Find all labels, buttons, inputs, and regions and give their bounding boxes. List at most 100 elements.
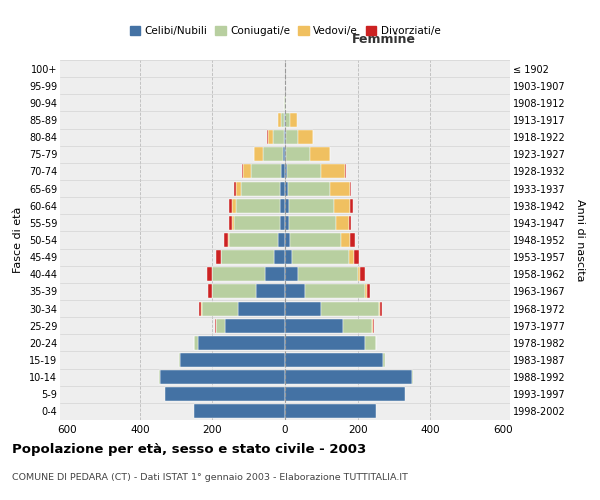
- Bar: [216, 318, 225, 332]
- Bar: [202, 302, 238, 316]
- Bar: [198, 336, 285, 350]
- Bar: [292, 250, 349, 264]
- Bar: [236, 182, 241, 196]
- Y-axis label: Fasce di età: Fasce di età: [13, 207, 23, 273]
- Bar: [373, 318, 374, 332]
- Bar: [286, 113, 290, 127]
- Bar: [379, 302, 380, 316]
- Bar: [285, 216, 289, 230]
- Bar: [285, 336, 365, 350]
- Bar: [349, 250, 354, 264]
- Bar: [354, 250, 359, 264]
- Bar: [365, 336, 376, 350]
- Bar: [358, 268, 361, 281]
- Bar: [285, 370, 412, 384]
- Bar: [251, 164, 281, 178]
- Bar: [285, 284, 305, 298]
- Bar: [165, 388, 285, 402]
- Text: Femmine: Femmine: [352, 32, 416, 46]
- Bar: [298, 268, 358, 281]
- Bar: [383, 353, 385, 367]
- Bar: [234, 182, 236, 196]
- Bar: [285, 318, 343, 332]
- Bar: [242, 164, 243, 178]
- Bar: [199, 302, 201, 316]
- Bar: [280, 216, 285, 230]
- Bar: [285, 148, 286, 162]
- Bar: [285, 182, 288, 196]
- Bar: [159, 370, 160, 384]
- Bar: [285, 353, 383, 367]
- Bar: [290, 113, 297, 127]
- Bar: [336, 216, 349, 230]
- Bar: [208, 268, 212, 281]
- Bar: [285, 388, 405, 402]
- Bar: [256, 284, 285, 298]
- Bar: [225, 318, 285, 332]
- Bar: [238, 302, 285, 316]
- Bar: [229, 233, 278, 247]
- Bar: [285, 96, 286, 110]
- Bar: [361, 268, 365, 281]
- Bar: [227, 233, 229, 247]
- Bar: [286, 148, 310, 162]
- Y-axis label: Anni di nascita: Anni di nascita: [575, 198, 585, 281]
- Bar: [285, 250, 292, 264]
- Bar: [290, 233, 341, 247]
- Bar: [243, 164, 251, 178]
- Bar: [236, 198, 280, 212]
- Bar: [350, 182, 352, 196]
- Bar: [289, 216, 336, 230]
- Bar: [345, 164, 346, 178]
- Bar: [229, 216, 232, 230]
- Bar: [234, 216, 280, 230]
- Bar: [212, 268, 265, 281]
- Bar: [274, 250, 285, 264]
- Bar: [289, 198, 334, 212]
- Bar: [367, 284, 370, 298]
- Bar: [310, 148, 329, 162]
- Bar: [285, 268, 298, 281]
- Bar: [263, 148, 283, 162]
- Bar: [273, 130, 284, 144]
- Legend: Celibi/Nubili, Coniugati/e, Vedovi/e, Divorziati/e: Celibi/Nubili, Coniugati/e, Vedovi/e, Di…: [125, 22, 445, 40]
- Bar: [217, 250, 221, 264]
- Bar: [285, 404, 376, 418]
- Bar: [280, 198, 285, 212]
- Bar: [268, 130, 273, 144]
- Bar: [341, 233, 350, 247]
- Bar: [343, 318, 372, 332]
- Bar: [280, 182, 285, 196]
- Bar: [349, 216, 352, 230]
- Bar: [321, 302, 379, 316]
- Bar: [365, 284, 367, 298]
- Bar: [232, 198, 236, 212]
- Bar: [329, 182, 350, 196]
- Bar: [298, 130, 313, 144]
- Bar: [254, 148, 263, 162]
- Bar: [321, 164, 345, 178]
- Bar: [180, 353, 285, 367]
- Bar: [278, 233, 285, 247]
- Bar: [329, 148, 331, 162]
- Bar: [284, 130, 285, 144]
- Bar: [286, 130, 298, 144]
- Bar: [229, 198, 232, 212]
- Bar: [285, 233, 290, 247]
- Bar: [372, 318, 373, 332]
- Bar: [212, 284, 256, 298]
- Bar: [334, 198, 350, 212]
- Bar: [284, 96, 285, 110]
- Bar: [281, 164, 285, 178]
- Bar: [221, 250, 274, 264]
- Bar: [287, 164, 321, 178]
- Bar: [179, 353, 180, 367]
- Bar: [241, 182, 280, 196]
- Bar: [194, 404, 285, 418]
- Bar: [194, 336, 198, 350]
- Text: Popolazione per età, sesso e stato civile - 2003: Popolazione per età, sesso e stato civil…: [12, 442, 366, 456]
- Bar: [201, 302, 202, 316]
- Bar: [278, 113, 281, 127]
- Bar: [224, 233, 227, 247]
- Bar: [284, 113, 285, 127]
